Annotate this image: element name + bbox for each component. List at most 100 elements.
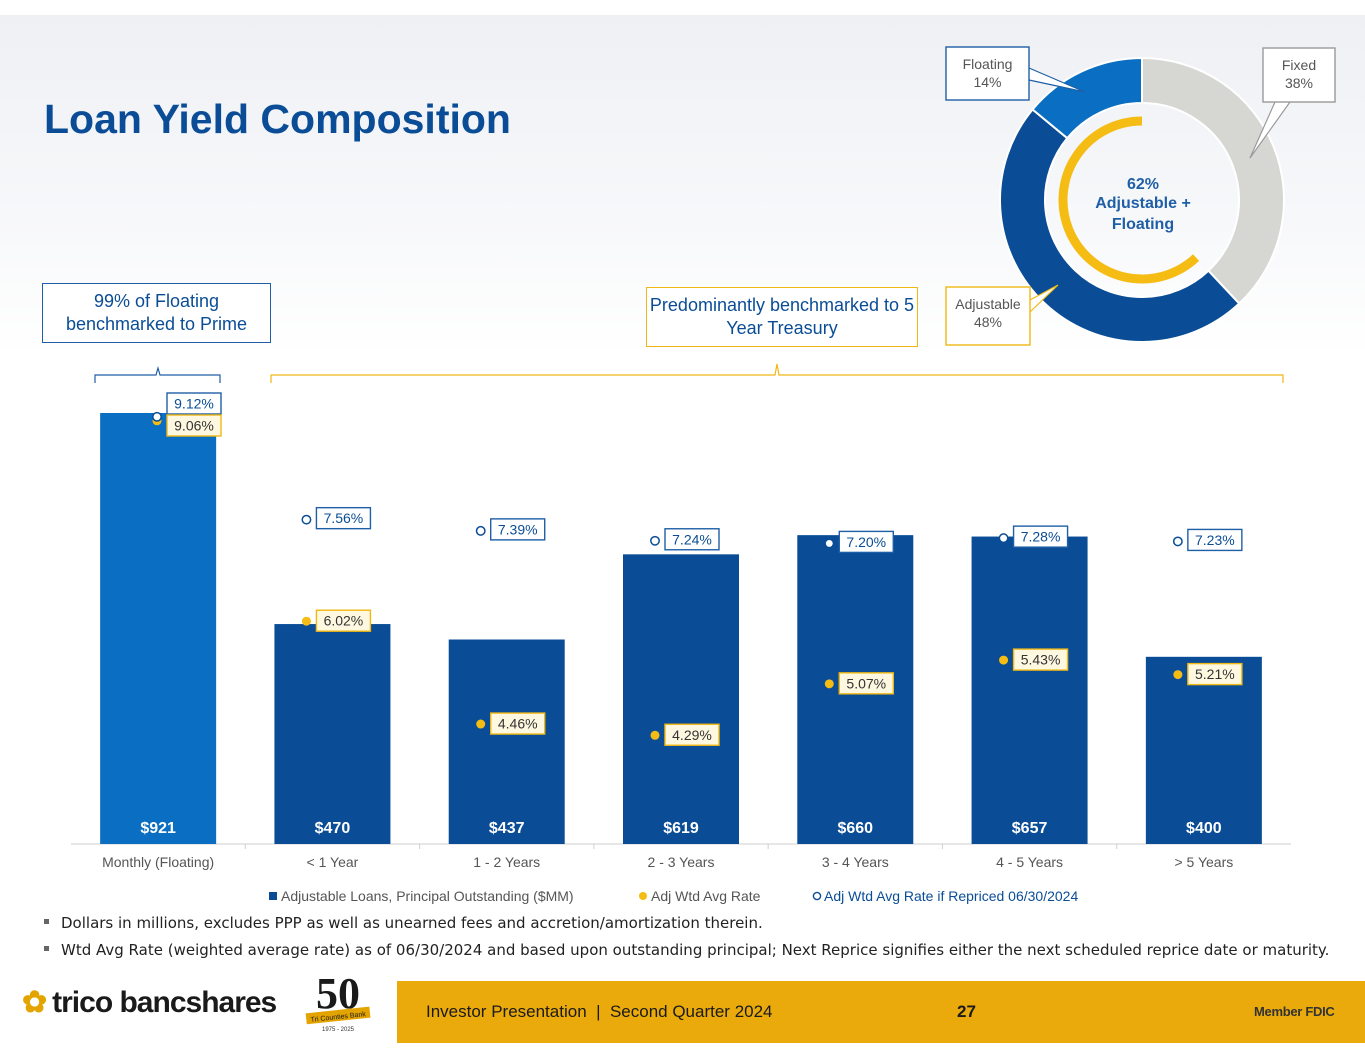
- repriced-rate-label: 7.28%: [1021, 529, 1061, 545]
- donut-callout-pct: 38%: [1285, 75, 1313, 91]
- donut-callout-pointer: [1029, 284, 1059, 313]
- repriced-rate-label-box: [166, 392, 222, 415]
- adj-rate-label: 5.21%: [1195, 666, 1235, 682]
- donut-callout-box: [945, 286, 1031, 346]
- adj-rate-label-box: [838, 672, 894, 695]
- repriced-rate-label: 7.56%: [324, 510, 364, 526]
- repriced-rate-marker: [824, 538, 835, 549]
- x-tick-label: 3 - 4 Years: [822, 854, 889, 870]
- legend-adj-swatch: [639, 892, 647, 900]
- bar-value-label: $657: [1012, 820, 1048, 837]
- adj-rate-label-box: [1012, 648, 1069, 671]
- floating-prime-callout: 99% of Floating benchmarked to Prime: [42, 283, 271, 343]
- repriced-rate-marker: [475, 525, 486, 536]
- footnote-1: Dollars in millions, excludes PPP as wel…: [44, 914, 763, 932]
- footnote-2-text: Wtd Avg Rate (weighted average rate) as …: [61, 941, 1330, 959]
- adj-rate-label: 4.29%: [672, 727, 712, 743]
- logo-text: trico bancshares: [52, 986, 277, 1019]
- donut-slice-fixed: [1141, 56, 1286, 305]
- repriced-rate-marker: [152, 411, 162, 422]
- repriced-rate-label: 7.24%: [672, 531, 712, 547]
- adj-rate-label: 9.06%: [174, 418, 214, 434]
- bar-value-label: $921: [140, 820, 176, 837]
- treasury-bracket: [270, 363, 1284, 383]
- donut-callout-pointer: [1028, 67, 1086, 93]
- adj-rate-label-box: [664, 723, 720, 746]
- footnote-1-text: Dollars in millions, excludes PPP as wel…: [61, 914, 763, 932]
- repriced-rate-label: 9.12%: [174, 396, 214, 412]
- donut-callout-name: Floating: [963, 56, 1013, 72]
- repriced-rate-marker: [1172, 536, 1183, 547]
- adj-rate-label-box: [1187, 662, 1243, 686]
- legend-bar-swatch: [269, 892, 277, 900]
- legend-repriced-swatch: [812, 891, 822, 901]
- repriced-rate-label-box: [838, 530, 894, 554]
- page-number: 27: [957, 1002, 976, 1021]
- legend-repriced-label: Adj Wtd Avg Rate if Repriced 06/30/2024: [824, 888, 1078, 904]
- bar: [1145, 656, 1262, 844]
- repriced-rate-label: 7.20%: [846, 534, 886, 550]
- member-fdic: Member FDIC: [1254, 1004, 1335, 1019]
- donut-center-label: Adjustable +: [1095, 195, 1191, 212]
- anniversary-badge: 50 Tri Counties Bank 1975 - 2025: [305, 969, 371, 1033]
- legend-bar-label: Adjustable Loans, Principal Outstanding …: [281, 888, 574, 904]
- adj-rate-label-box: [315, 609, 372, 632]
- bar-value-label: $470: [315, 820, 351, 837]
- donut-inner-ring: [1058, 116, 1200, 284]
- adj-rate-label: 5.07%: [846, 675, 886, 691]
- repriced-rate-label-box: [315, 506, 372, 530]
- adj-rate-label: 6.02%: [324, 613, 364, 629]
- repriced-rate-label-box: [1012, 525, 1069, 548]
- donut-center-label: 62%: [1127, 176, 1159, 193]
- bar-value-label: $437: [489, 820, 525, 837]
- adj-rate-label: 4.46%: [498, 716, 538, 732]
- anniversary-years: 1975 - 2025: [322, 1027, 355, 1033]
- x-tick-label: 1 - 2 Years: [473, 854, 540, 870]
- repriced-rate-marker: [301, 514, 312, 525]
- repriced-rate-label-box: [490, 518, 546, 541]
- donut-center-label: Floating: [1112, 216, 1174, 233]
- repriced-rate-label: 7.23%: [1195, 532, 1235, 548]
- adj-rate-marker: [301, 616, 311, 626]
- trico-logo: ✿ trico bancshares: [22, 985, 277, 1020]
- bar-value-label: $619: [663, 820, 699, 837]
- donut-slice-adjustable: [998, 108, 1241, 344]
- bar-value-label: $660: [837, 820, 873, 837]
- floating-bracket: [94, 365, 221, 383]
- adj-rate-marker: [824, 679, 834, 689]
- bar: [448, 639, 565, 844]
- logo-mark-icon: ✿: [22, 986, 47, 1019]
- legend-adj-label: Adj Wtd Avg Rate: [651, 888, 761, 904]
- repriced-rate-label-box: [664, 528, 720, 551]
- repriced-rate-marker: [650, 535, 660, 546]
- adj-rate-label: 5.43%: [1021, 652, 1061, 668]
- x-tick-label: Monthly (Floating): [102, 854, 214, 870]
- adj-rate-marker: [650, 730, 660, 740]
- bar: [623, 554, 739, 844]
- repriced-rate-label: 7.39%: [498, 521, 538, 537]
- adj-rate-label-box: [166, 414, 222, 437]
- donut-callout-box: [1262, 47, 1336, 103]
- x-tick-label: > 5 Years: [1174, 854, 1233, 870]
- repriced-rate-marker: [998, 533, 1009, 544]
- adj-rate-marker: [999, 655, 1009, 665]
- donut-callout-pct: 14%: [973, 74, 1001, 90]
- x-tick-label: < 1 Year: [307, 854, 359, 870]
- footer-presentation-title: Investor Presentation | Second Quarter 2…: [426, 1002, 773, 1021]
- bar: [274, 624, 391, 844]
- donut-callout-name: Fixed: [1282, 57, 1316, 73]
- donut-callout-box: [945, 46, 1030, 101]
- bar: [100, 413, 217, 844]
- footnote-2: Wtd Avg Rate (weighted average rate) as …: [44, 941, 1329, 959]
- repriced-rate-label-box: [1187, 528, 1243, 552]
- x-tick-label: 2 - 3 Years: [648, 854, 715, 870]
- donut-callout-name: Adjustable: [955, 296, 1021, 312]
- adj-rate-marker: [476, 719, 486, 729]
- donut-callout-pointer: [1249, 101, 1291, 159]
- bar: [971, 536, 1088, 844]
- adj-rate-label-box: [490, 712, 546, 735]
- treasury-callout: Predominantly benchmarked to 5 Year Trea…: [646, 287, 918, 347]
- x-tick-label: 4 - 5 Years: [996, 854, 1063, 870]
- bar-value-label: $400: [1186, 820, 1222, 837]
